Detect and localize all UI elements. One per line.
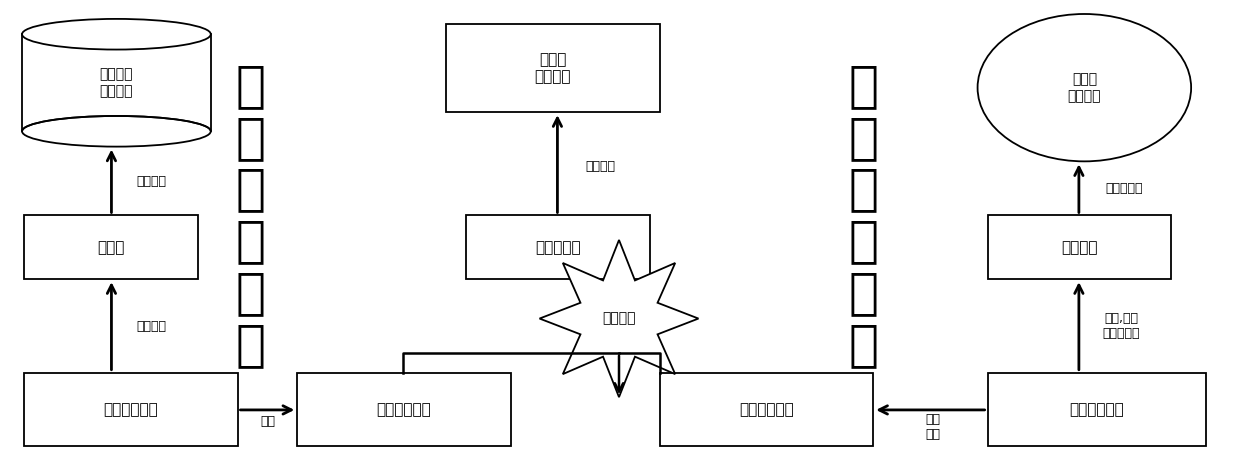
- Ellipse shape: [978, 14, 1191, 162]
- Ellipse shape: [22, 116, 211, 147]
- FancyBboxPatch shape: [466, 215, 649, 279]
- Text: 计算: 计算: [260, 415, 275, 428]
- Text: 蛋白酶水解: 蛋白酶水解: [1106, 182, 1144, 195]
- Text: 模拟碎裂: 模拟碎裂: [136, 320, 166, 333]
- Text: 评价归并: 评价归并: [585, 160, 615, 173]
- Text: 分离
检测: 分离 检测: [926, 413, 940, 441]
- Bar: [22, 34, 211, 131]
- Text: 蛋白质
鉴定结果: 蛋白质 鉴定结果: [535, 52, 571, 84]
- Text: 模拟水解: 模拟水解: [136, 174, 166, 188]
- FancyBboxPatch shape: [24, 215, 198, 279]
- FancyBboxPatch shape: [659, 372, 873, 446]
- Text: 肽混合物: 肽混合物: [1061, 240, 1098, 255]
- FancyBboxPatch shape: [987, 372, 1206, 446]
- Text: 匹配打分: 匹配打分: [602, 312, 636, 325]
- Text: 蛋白质
混合样品: 蛋白质 混合样品: [1068, 73, 1101, 103]
- Text: 电离,分离
能量下碎裂: 电离,分离 能量下碎裂: [1103, 313, 1140, 341]
- Ellipse shape: [22, 19, 211, 49]
- Text: 实验串联质谱: 实验串联质谱: [740, 402, 794, 417]
- Text: 蛋白质序
列数据库: 蛋白质序 列数据库: [99, 67, 133, 98]
- Text: 肽序列: 肽序列: [97, 240, 125, 255]
- Text: 预测碎片离子: 预测碎片离子: [103, 402, 159, 417]
- Text: 理
论
图
谱
产
生: 理 论 图 谱 产 生: [235, 62, 265, 369]
- Text: 理论串联质谱: 理论串联质谱: [377, 402, 431, 417]
- FancyBboxPatch shape: [297, 372, 510, 446]
- FancyBboxPatch shape: [24, 372, 238, 446]
- FancyBboxPatch shape: [446, 24, 659, 112]
- Text: 实验碎片离子: 实验碎片离子: [1069, 402, 1124, 417]
- Text: 实
验
图
谱
产
生: 实 验 图 谱 产 生: [849, 62, 878, 369]
- Polygon shape: [539, 240, 699, 397]
- Text: 肽鉴定结果: 肽鉴定结果: [535, 240, 581, 255]
- FancyBboxPatch shape: [987, 215, 1171, 279]
